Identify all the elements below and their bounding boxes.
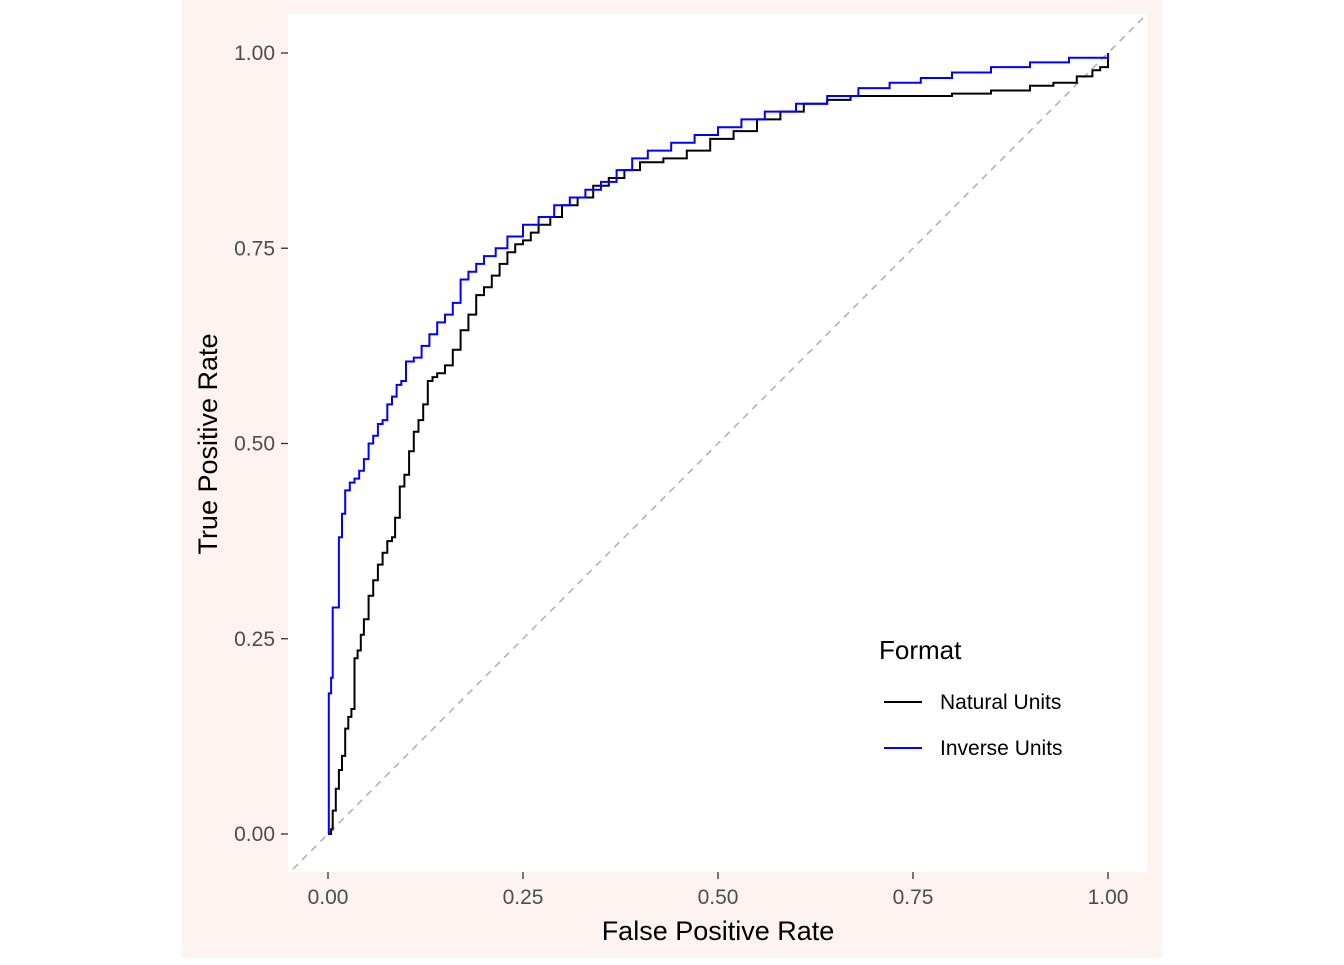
y-tick-label: 0.00 (234, 823, 275, 846)
x-tick-label: 1.00 (1088, 886, 1129, 909)
legend: Format Natural Units Inverse Units (879, 635, 1063, 760)
legend-title: Format (879, 635, 962, 665)
y-axis: 0.00 0.25 0.50 0.75 1.00 (234, 42, 288, 846)
x-tick-label: 0.50 (698, 886, 739, 909)
x-axis-title: False Positive Rate (602, 916, 835, 946)
y-axis-title: True Positive Rate (193, 333, 223, 554)
reference-layer (292, 17, 1144, 870)
y-tick-label: 1.00 (234, 42, 275, 65)
y-tick-label: 0.50 (234, 433, 275, 456)
y-tick-label: 0.75 (234, 237, 275, 260)
y-tick-label: 0.25 (234, 628, 275, 651)
x-tick-label: 0.25 (503, 886, 544, 909)
legend-label-natural-units: Natural Units (940, 691, 1061, 714)
series-layer (327, 53, 1109, 835)
x-tick-label: 0.75 (893, 886, 934, 909)
reference-diagonal (292, 17, 1144, 870)
series-line-inverse-units (327, 53, 1109, 835)
x-axis: 0.00 0.25 0.50 0.75 1.00 (308, 872, 1129, 909)
x-tick-label: 0.00 (308, 886, 349, 909)
legend-label-inverse-units: Inverse Units (940, 737, 1063, 760)
